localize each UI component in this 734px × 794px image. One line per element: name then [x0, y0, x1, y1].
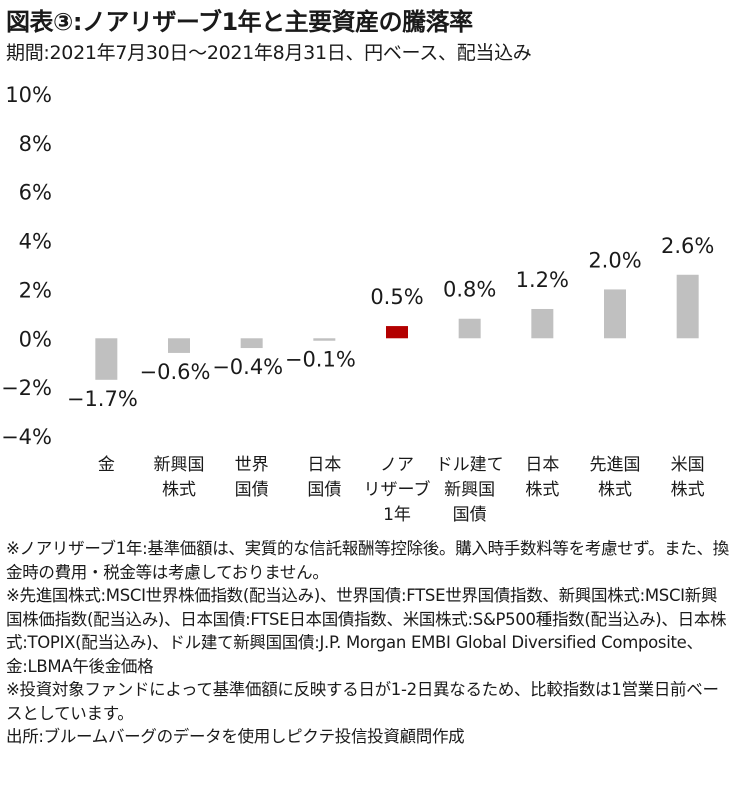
chart-title: 図表③:ノアリザーブ1年と主要資産の騰落率 — [6, 8, 473, 36]
data-label: −1.7% — [67, 387, 138, 411]
y-tick-label: 0% — [19, 327, 52, 351]
bar — [531, 308, 554, 339]
bar — [313, 338, 336, 341]
x-tick-label: 新興国 — [154, 455, 205, 475]
x-tick-label: 新興国 — [444, 480, 495, 500]
bar — [95, 338, 118, 380]
x-tick-label: 金 — [98, 455, 115, 475]
footnote-date-offset: ※投資対象ファンドによって基準価額に反映する日が1-2日異なるため、比較指数は1… — [6, 680, 719, 723]
bar — [240, 338, 263, 349]
footnotes: ※ノアリザーブ1年:基準価額は、実質的な信託報酬等控除後。購入時手数料等を考慮せ… — [6, 537, 730, 749]
x-tick-label: 国債 — [235, 480, 269, 500]
y-tick-label: 2% — [19, 278, 52, 302]
y-tick-label: 8% — [19, 132, 52, 156]
data-label: −0.1% — [285, 348, 356, 372]
x-tick-label: 世界 — [235, 455, 269, 475]
data-label: 0.8% — [443, 278, 496, 302]
x-tick-label: ノア — [380, 455, 414, 475]
y-tick-label: 6% — [19, 181, 52, 205]
x-tick-label: 米国 — [671, 455, 705, 475]
x-tick-label: 株式 — [598, 480, 632, 500]
footnote-source: 出所:ブルームバーグのデータを使用しピクテ投信投資顧問作成 — [6, 727, 465, 746]
x-tick-label: 日本 — [525, 455, 559, 475]
y-tick-label: 4% — [19, 230, 52, 254]
bar — [458, 318, 481, 339]
data-label: 2.6% — [661, 234, 714, 258]
data-label: −0.4% — [212, 355, 283, 379]
data-label: −0.6% — [140, 360, 211, 384]
x-tick-label: 国債 — [453, 505, 487, 525]
bar — [168, 338, 190, 353]
x-tick-label: 先進国 — [590, 455, 641, 475]
x-tick-label: 国債 — [307, 480, 341, 500]
data-label: 1.2% — [516, 268, 569, 292]
y-tick-label: 10% — [5, 83, 52, 107]
x-tick-label: リザーブ — [364, 479, 431, 500]
bar-chart: −4%−2%0%2%4%6%8%10%−1.7%金−0.6%新興国株式−0.4%… — [1, 83, 714, 525]
x-tick-label: 株式 — [525, 480, 559, 500]
footnote-indices: ※先進国株式:MSCI世界株価指数(配当込み)、世界国債:FTSE世界国債指数、… — [6, 586, 727, 676]
x-tick-label: 日本 — [307, 455, 341, 475]
x-tick-label: 株式 — [162, 480, 196, 500]
bar — [676, 274, 699, 339]
data-label: 2.0% — [588, 248, 641, 272]
y-tick-label: −2% — [1, 376, 52, 400]
x-tick-label: 1年 — [383, 505, 411, 525]
x-tick-label: 株式 — [671, 480, 705, 500]
bar — [386, 326, 408, 339]
bar — [604, 289, 626, 339]
data-label: 0.5% — [370, 285, 423, 309]
chart-subtitle: 期間:2021年7月30日～2021年8月31日、円ベース、配当込み — [6, 42, 532, 64]
footnote-noah-reserve: ※ノアリザーブ1年:基準価額は、実質的な信託報酬等控除後。購入時手数料等を考慮せ… — [6, 539, 729, 582]
x-tick-label: ドル建て — [436, 455, 504, 475]
y-tick-label: −4% — [1, 425, 52, 449]
